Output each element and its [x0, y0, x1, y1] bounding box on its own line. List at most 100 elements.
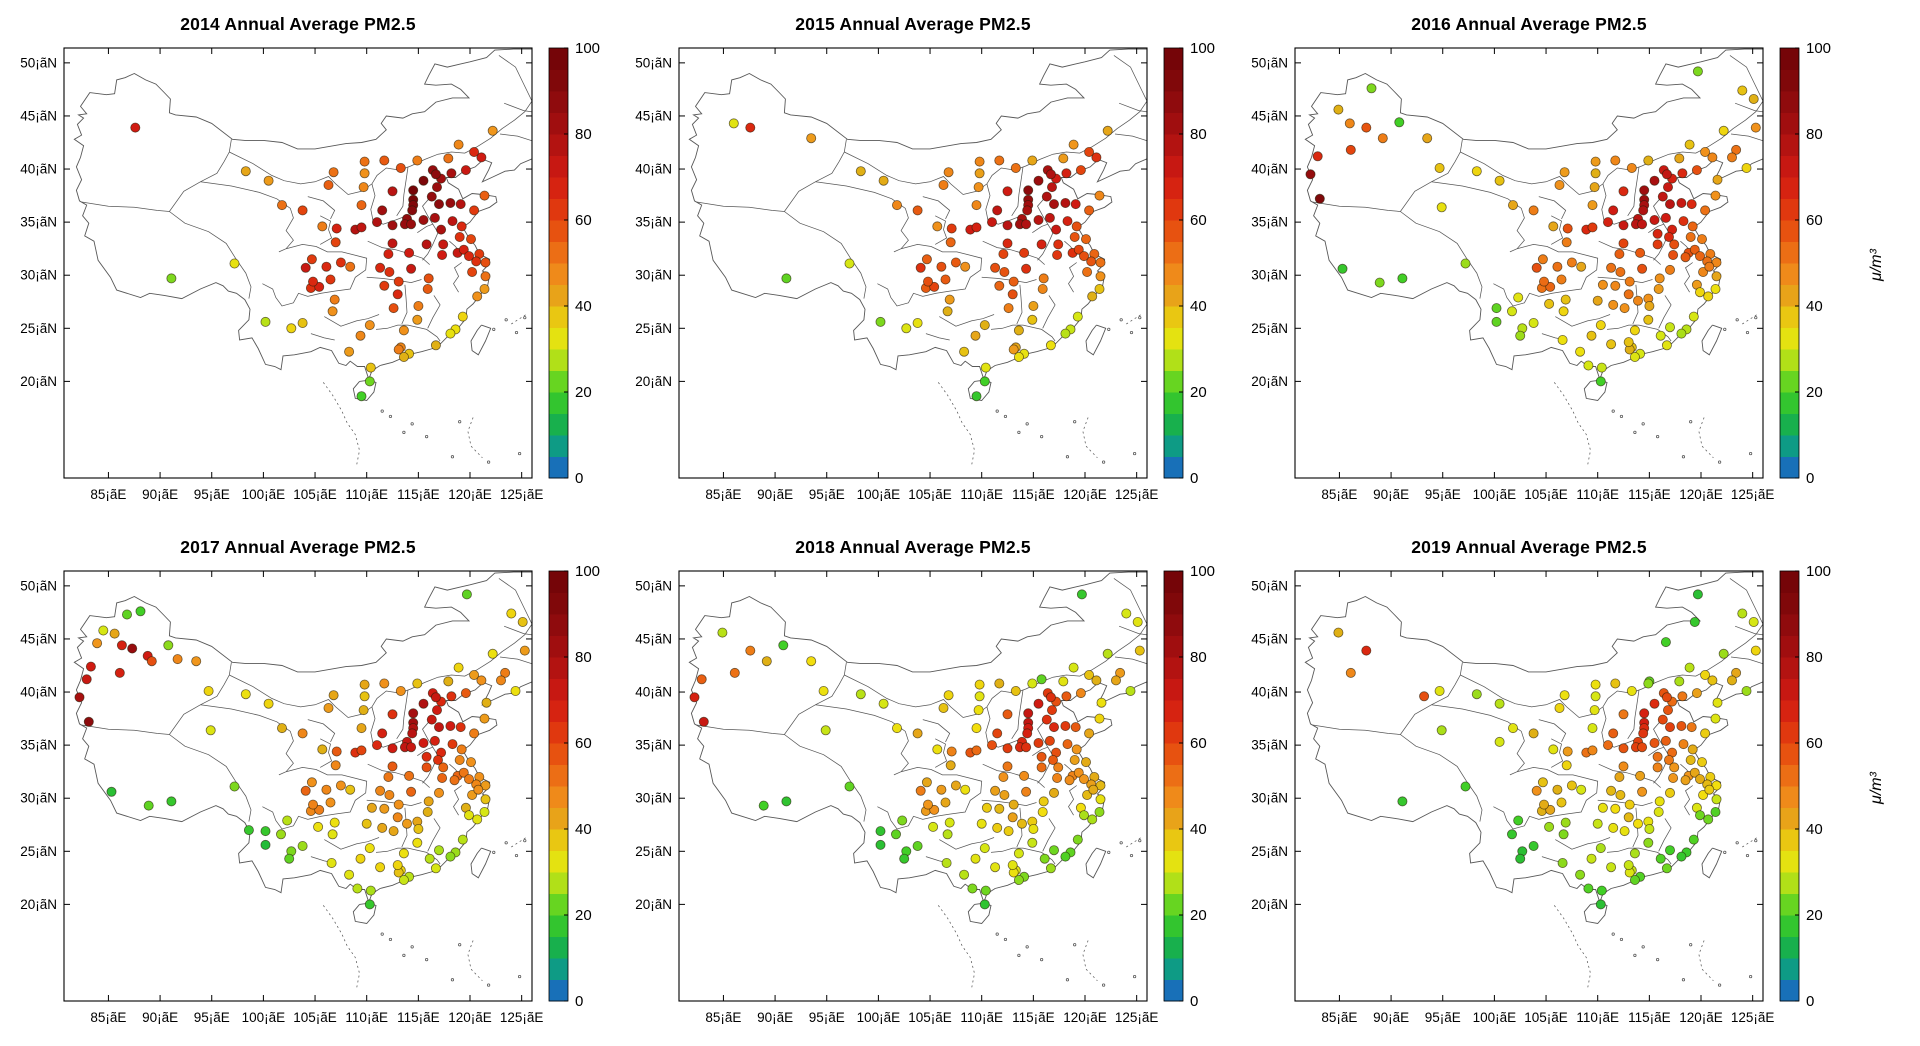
station-point [1361, 645, 1372, 656]
station-point [393, 344, 404, 355]
station-point [992, 822, 1003, 833]
station-point [457, 834, 468, 845]
station-point [1559, 167, 1570, 178]
station-point [1002, 186, 1013, 197]
station-point [1637, 263, 1648, 274]
station-point [1125, 685, 1136, 696]
station-point [422, 806, 433, 817]
china-map-outline [73, 48, 532, 467]
lat-tick-label: 20¡ãN [20, 374, 57, 389]
panel-2015: 2015 Annual Average PM2.5 85¡ãE 90¡ãE 95¡ã… [615, 0, 1230, 523]
station-point [1312, 151, 1323, 162]
plot-2014: 85¡ãE 90¡ãE 95¡ãE 100¡ãE 105¡ãE 110¡ãE 115¡ãE 1… [20, 40, 600, 502]
station-point [1674, 676, 1685, 687]
station-point [1694, 774, 1705, 785]
station-point [1660, 212, 1671, 223]
station-point [393, 799, 404, 810]
station-point [1676, 328, 1687, 339]
station-point [1506, 829, 1517, 840]
axes: 85¡ãE 90¡ãE 95¡ãE 100¡ãE 105¡ãE 110¡ãE 115¡ãE 1… [20, 570, 544, 1025]
station-point [356, 723, 367, 734]
station-point [1629, 351, 1640, 362]
station-point [1531, 262, 1542, 273]
station-point [461, 589, 472, 600]
station-point [1635, 247, 1646, 258]
station-point [327, 306, 338, 317]
station-point [1554, 179, 1565, 190]
lon-tick-label: 100¡ãE [242, 487, 286, 502]
station-point [412, 678, 423, 689]
colorbar-tick-label: 80 [1190, 126, 1207, 143]
station-point [1036, 762, 1047, 773]
lon-tick-label: 125¡ãE [500, 487, 544, 502]
station-point [398, 848, 409, 859]
lon-tick-label: 125¡ãE [500, 1010, 544, 1025]
station-point [1596, 362, 1607, 373]
colorbar-tick-label: 100 [575, 563, 600, 580]
station-point [1048, 199, 1059, 210]
station-point [1096, 697, 1107, 708]
colorbar-tick-label: 60 [1190, 212, 1207, 229]
station-point [408, 708, 419, 719]
station-point [1703, 291, 1714, 302]
station-point [1660, 637, 1671, 648]
station-point [379, 803, 390, 814]
station-point [330, 760, 341, 771]
station-point [891, 200, 902, 211]
station-point [1088, 784, 1099, 795]
station-point [418, 698, 429, 709]
axes: 85¡ãE 90¡ãE 95¡ãE 100¡ãE 105¡ãE 110¡ãE 115¡ãE 1… [20, 47, 544, 502]
station-point [1624, 799, 1635, 810]
station-point [1557, 334, 1568, 345]
lon-tick-label: 125¡ãE [1115, 487, 1159, 502]
station-point [1700, 669, 1711, 680]
station-point [1062, 739, 1073, 750]
station-point [406, 263, 417, 274]
station-point [1460, 258, 1471, 269]
station-point [306, 777, 317, 788]
station-point [1561, 760, 1572, 771]
station-point [407, 205, 418, 216]
colorbar-tick-label: 20 [1806, 384, 1823, 401]
station-point [383, 248, 394, 259]
station-point [998, 248, 1009, 259]
station-point [355, 330, 366, 341]
station-point [1649, 737, 1660, 748]
station-point [1566, 780, 1577, 791]
station-point [1115, 667, 1126, 678]
panel-2019: 2019 Annual Average PM2.5 85¡ãE 90¡ãE 95¡ã… [1231, 523, 1920, 1046]
station-point [1060, 328, 1071, 339]
station-point [981, 802, 992, 813]
station-point [899, 853, 910, 864]
lon-tick-label: 115¡ãE [1012, 487, 1055, 502]
station-point [1700, 146, 1711, 157]
station-point [1661, 692, 1672, 703]
station-point [1002, 238, 1013, 249]
station-point [1737, 85, 1748, 96]
station-point [1434, 685, 1445, 696]
station-point [1515, 330, 1526, 341]
station-point [758, 800, 769, 811]
station-point [1037, 806, 1048, 817]
station-point [345, 784, 356, 795]
lat-tick-label: 50¡ãN [1251, 55, 1288, 70]
station-point [1703, 814, 1714, 825]
plot-2016: 85¡ãE 90¡ãE 95¡ãE 100¡ãE 105¡ãE 110¡ãE 115¡ãE 1… [1251, 40, 1885, 502]
station-point [1345, 667, 1356, 678]
station-point [1583, 360, 1594, 371]
lat-tick-label: 35¡ãN [1251, 738, 1288, 753]
station-point [1632, 818, 1643, 829]
station-point [1008, 799, 1019, 810]
station-point [1087, 814, 1098, 825]
station-point [1707, 675, 1718, 686]
station-point [878, 698, 889, 709]
station-point [313, 821, 324, 832]
colorbar-tick-label: 60 [575, 735, 592, 752]
lat-tick-label: 30¡ãN [1251, 791, 1288, 806]
lat-tick-label: 35¡ãN [635, 215, 672, 230]
station-point [1669, 762, 1680, 773]
station-point [1664, 264, 1675, 275]
axes: 85¡ãE 90¡ãE 95¡ãE 100¡ãE 105¡ãE 110¡ãE 115¡ãE 1… [635, 570, 1158, 1025]
station-point [941, 857, 952, 868]
lat-tick-label: 20¡ãN [635, 897, 672, 912]
